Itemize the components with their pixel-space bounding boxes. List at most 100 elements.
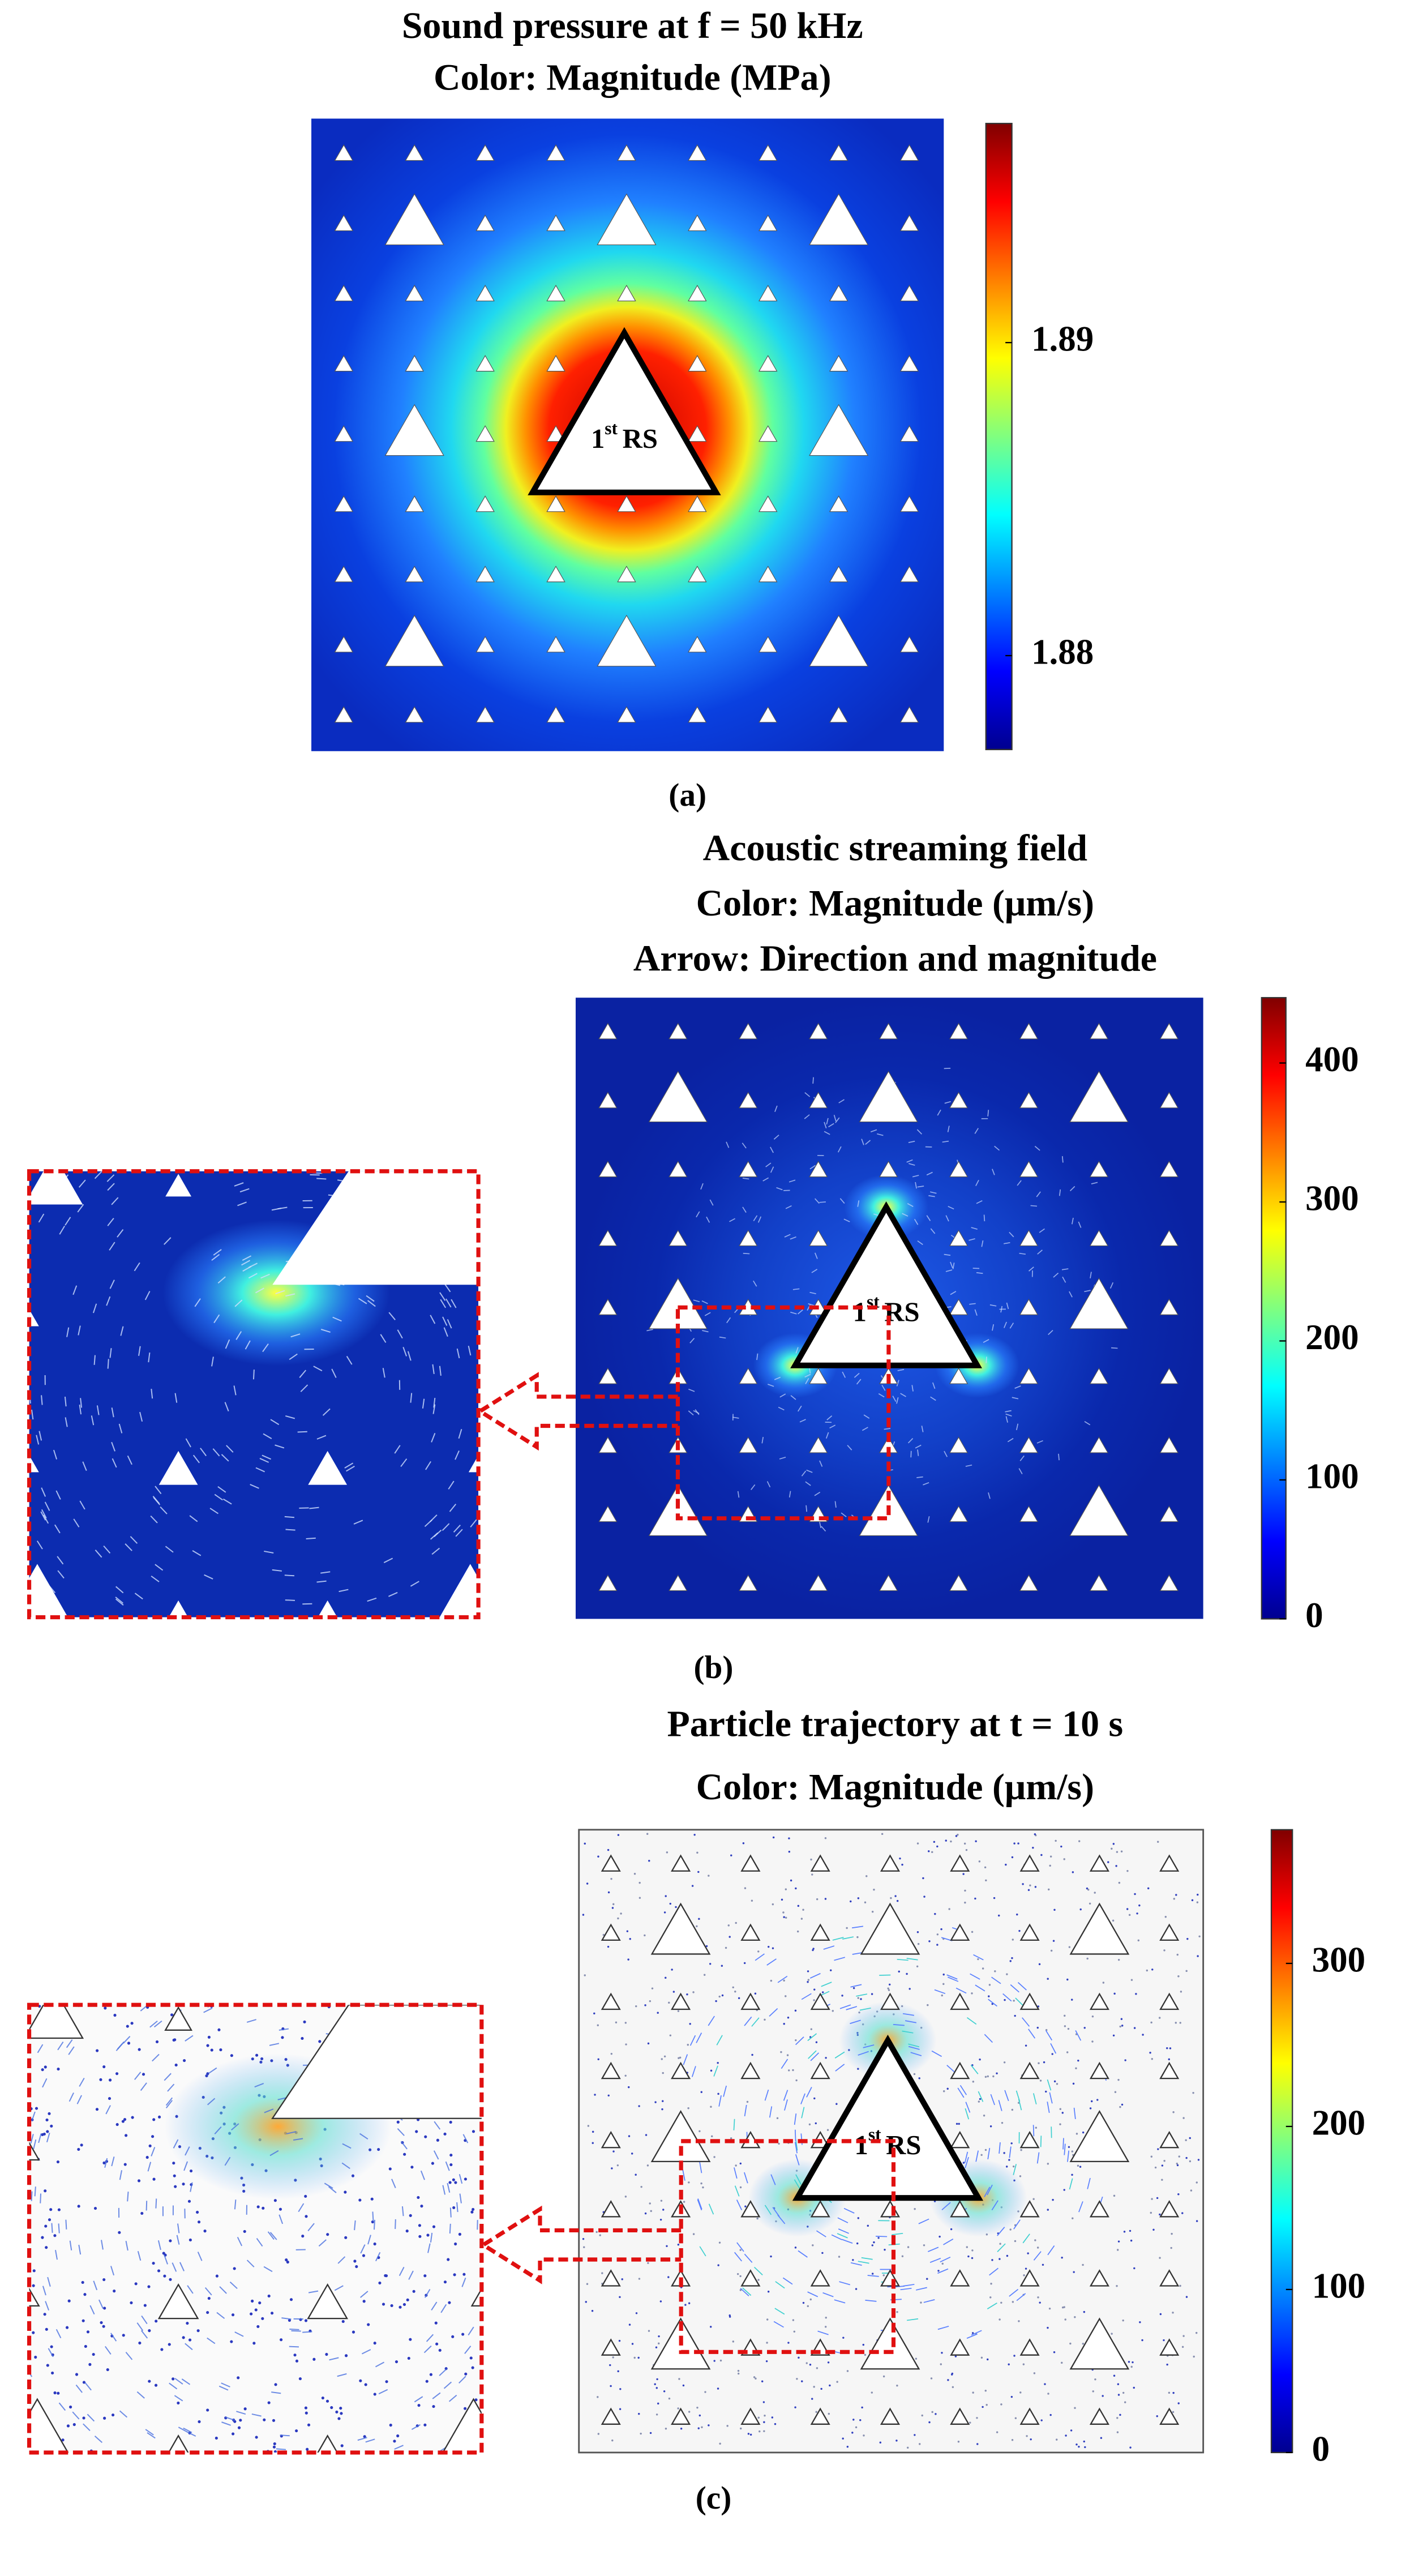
particle	[856, 1936, 859, 1939]
velocity-arrow	[737, 1491, 740, 1498]
particle	[732, 2340, 735, 2343]
particle	[612, 2356, 614, 2359]
particle	[452, 2178, 455, 2181]
velocity-arrow	[932, 1382, 936, 1389]
velocity-arrow	[689, 1338, 695, 1343]
particle	[582, 1914, 585, 1916]
scatterer-small	[1019, 1092, 1039, 1109]
label-name: RS	[886, 2130, 921, 2160]
particle	[172, 2162, 175, 2165]
inset-arrow	[64, 1396, 67, 1407]
particle	[1123, 2231, 1126, 2233]
particle	[879, 2441, 882, 2444]
inset-arrow	[65, 1417, 68, 1427]
particle	[692, 1991, 695, 1993]
inset-scatterer	[168, 2434, 189, 2453]
particle	[971, 2249, 974, 2252]
scatterer-small	[1159, 1854, 1180, 1872]
trajectory	[1015, 1997, 1024, 2006]
particle	[757, 2416, 760, 2419]
inset-arrow	[221, 2421, 232, 2426]
trajectory	[1004, 2090, 1009, 2102]
particle	[877, 2237, 880, 2239]
particle	[771, 2416, 774, 2419]
trajectory	[834, 1957, 846, 1961]
inset-arrow	[337, 2256, 346, 2264]
particle	[398, 2305, 402, 2309]
particle	[776, 2117, 779, 2120]
trajectory	[903, 2284, 915, 2287]
inset-arrow	[316, 1435, 327, 1440]
particle	[1197, 2159, 1200, 2161]
particle	[739, 2249, 742, 2251]
velocity-arrow	[861, 1139, 864, 1145]
scatterer-small	[688, 144, 707, 161]
particle	[594, 2094, 596, 2096]
trajectory	[783, 2090, 789, 2101]
inset-arrow	[139, 1411, 143, 1422]
inset-arrow	[442, 1316, 448, 1326]
velocity-arrow	[992, 1169, 995, 1175]
trajectory	[906, 1958, 918, 1961]
particle	[987, 2358, 989, 2361]
particle	[738, 1997, 740, 2000]
inset-arrow	[440, 1299, 447, 1308]
trajectory	[892, 2232, 903, 2236]
particle	[971, 2257, 974, 2260]
inset-arrow	[365, 2438, 375, 2443]
particle	[102, 2161, 106, 2164]
particle	[1035, 2126, 1038, 2129]
inset-scatterer	[158, 1450, 198, 1485]
inset-arrow	[302, 2331, 312, 2333]
particle	[45, 2246, 48, 2249]
inset-arrow	[42, 2078, 48, 2088]
particle	[726, 2425, 729, 2427]
velocity-arrow	[701, 1300, 708, 1304]
particle	[628, 2323, 631, 2326]
scatterer-small	[829, 144, 849, 161]
particle	[802, 2301, 805, 2304]
particle	[935, 2413, 937, 2415]
scatterer-small	[759, 566, 778, 583]
particle	[1086, 1957, 1089, 1960]
scatterer-small	[475, 636, 495, 653]
inset-arrow	[278, 2214, 284, 2224]
inset-arrow	[262, 1343, 269, 1353]
particle	[1067, 2027, 1070, 2030]
inset-arrow	[432, 2392, 441, 2399]
inset-arrow	[259, 1458, 269, 1463]
trajectory	[931, 2050, 942, 2057]
particle	[409, 2214, 412, 2217]
particle	[378, 2281, 382, 2284]
inset-arrow	[53, 1449, 58, 1460]
trajectory	[839, 2281, 851, 2286]
inset-arrow	[87, 2414, 95, 2422]
particle	[644, 2004, 646, 2006]
inset-arrow	[66, 2039, 73, 2048]
scatterer-small	[1159, 1367, 1179, 1384]
particle	[984, 2149, 987, 2151]
particle	[896, 2310, 898, 2313]
trajectory	[736, 2242, 744, 2252]
inset-resonator	[271, 2005, 482, 2119]
particle	[95, 2108, 99, 2111]
inset-arrow	[185, 2343, 193, 2351]
particle	[709, 2326, 712, 2328]
particle	[464, 2407, 467, 2410]
scatterer-small	[601, 2269, 621, 2287]
particle	[896, 2384, 898, 2387]
trajectory	[795, 2154, 800, 2166]
particle	[729, 2316, 731, 2318]
velocity-arrow	[790, 1395, 796, 1400]
particle	[1011, 2438, 1014, 2441]
inset-arrow	[106, 1296, 111, 1306]
velocity-arrow	[742, 1206, 747, 1213]
velocity-arrow	[950, 1291, 957, 1295]
trajectory	[754, 2266, 763, 2275]
inset-arrow	[468, 2326, 474, 2336]
particle	[651, 1987, 654, 1989]
velocity-arrow	[819, 1460, 823, 1467]
trajectory	[744, 2253, 753, 2263]
inset-arrow	[194, 1298, 201, 1307]
